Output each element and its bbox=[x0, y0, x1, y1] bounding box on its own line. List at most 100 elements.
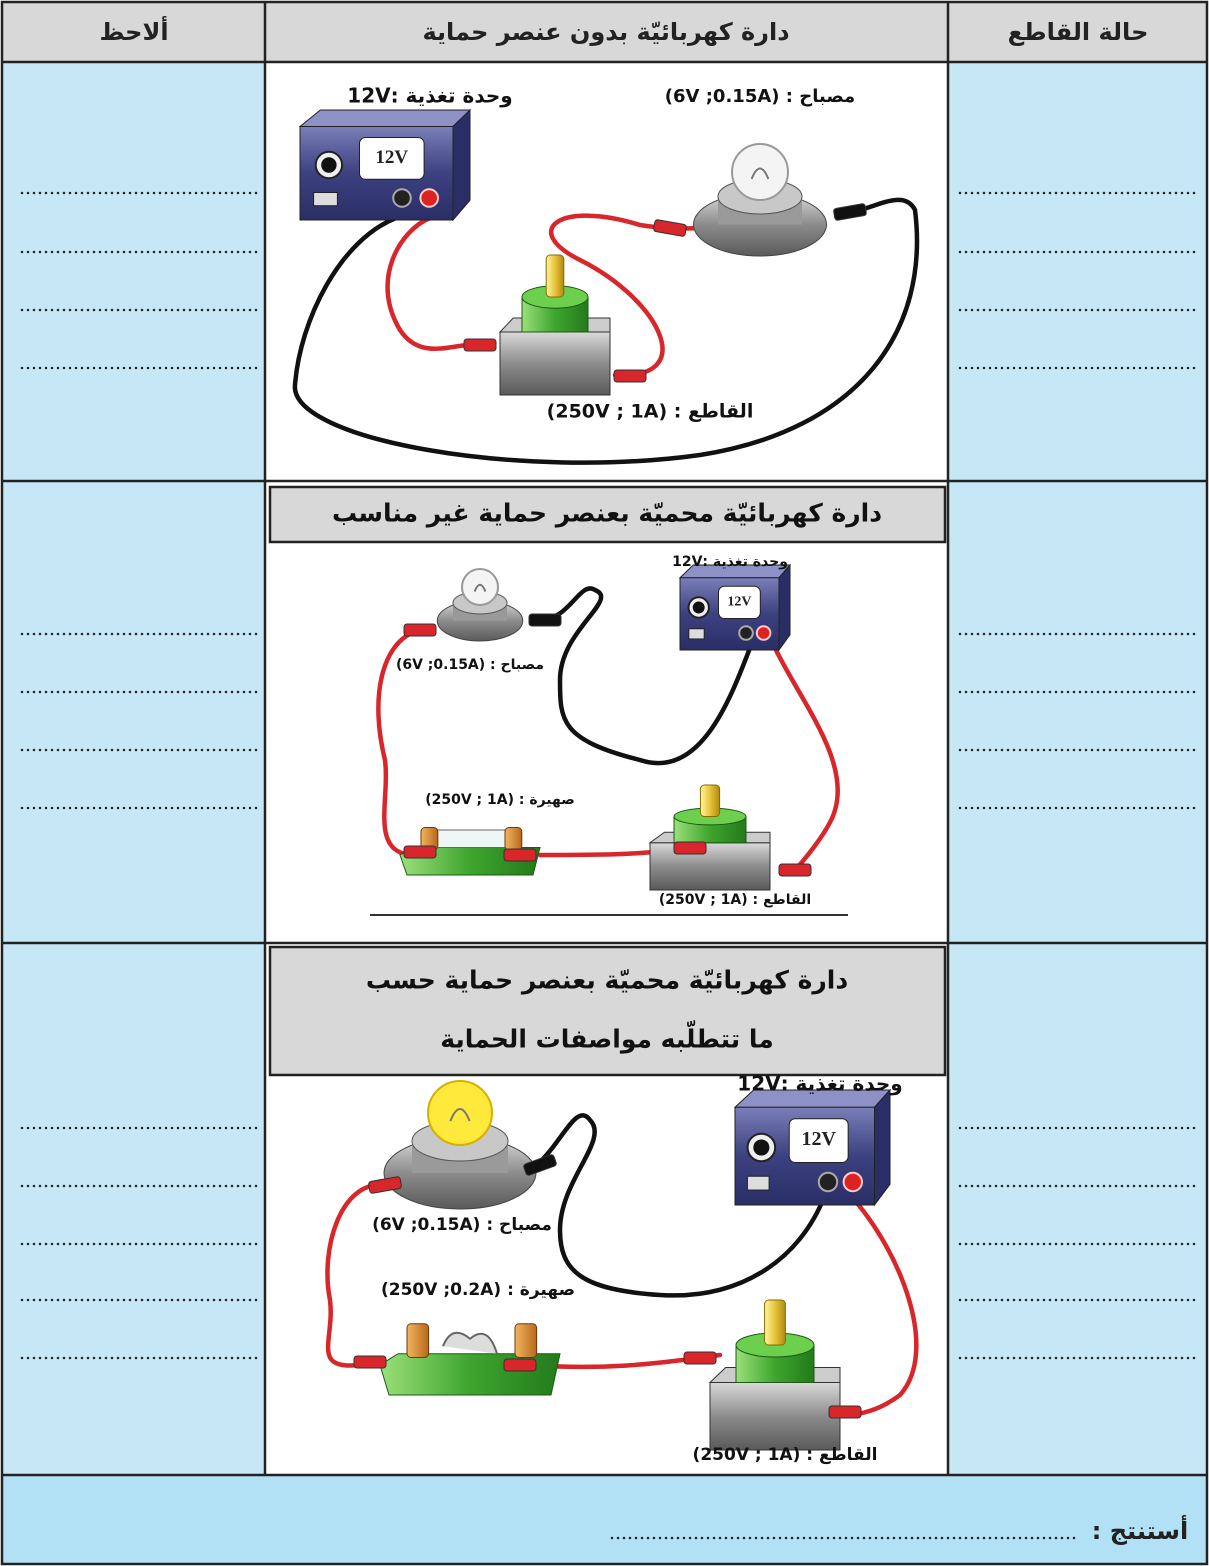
component-label: مصباح : (6V ;0.15A) bbox=[665, 86, 855, 107]
supply-top bbox=[298, 109, 472, 127]
wire bbox=[292, 197, 920, 465]
plug bbox=[503, 1358, 537, 1372]
plug bbox=[653, 219, 687, 237]
lamp-glass bbox=[427, 1080, 493, 1146]
plug bbox=[828, 1405, 862, 1419]
switch-base bbox=[649, 842, 771, 891]
supply-switch bbox=[688, 628, 705, 640]
component-label: وحدة تغذية :12V bbox=[347, 84, 512, 108]
wire bbox=[325, 1182, 388, 1368]
plug bbox=[523, 1154, 557, 1176]
supply-display-text: 12V bbox=[375, 147, 408, 168]
terminal-black bbox=[817, 1171, 839, 1193]
heading-box bbox=[268, 945, 947, 1077]
plug bbox=[528, 613, 562, 627]
power-supply: 12V bbox=[733, 1088, 892, 1207]
lamp bbox=[383, 1080, 537, 1210]
supply-display-text: 12V bbox=[801, 1128, 836, 1150]
fuse-glass bbox=[434, 829, 506, 848]
conclusion-cell bbox=[2, 1475, 1207, 1564]
fuse-cap bbox=[406, 1323, 430, 1358]
plug bbox=[403, 845, 437, 859]
supply-display bbox=[359, 137, 425, 180]
terminal-black bbox=[738, 625, 754, 641]
supply-side bbox=[452, 108, 471, 222]
component-label: القاطع : (250V ; 1A) bbox=[693, 1445, 878, 1465]
wire bbox=[772, 645, 840, 873]
supply-switch bbox=[313, 192, 338, 207]
supply-knob bbox=[692, 601, 705, 614]
wire bbox=[527, 1113, 828, 1298]
fuse bbox=[379, 1323, 561, 1396]
component-label: مصباح : (6V ;0.15A) bbox=[372, 1215, 552, 1235]
switch-base bbox=[709, 1382, 841, 1451]
header-circuit: دارة كهربائيّة بدون عنصر حماية bbox=[422, 18, 789, 46]
header-cell bbox=[948, 2, 1207, 62]
header-cell bbox=[2, 2, 265, 62]
wire bbox=[537, 586, 753, 766]
component-label: صهيرة : (250V ;0.2A) bbox=[381, 1280, 575, 1300]
fuse-debris bbox=[442, 1331, 498, 1355]
observe-column bbox=[2, 62, 265, 1475]
component-label: صهيرة : (250V ; 1A) bbox=[425, 792, 575, 808]
plug bbox=[673, 841, 707, 855]
terminal-red bbox=[419, 188, 440, 208]
switch bbox=[648, 784, 771, 891]
component-label: دارة كهربائيّة محميّة بعنصر حماية حسب bbox=[366, 966, 849, 996]
lamp bbox=[693, 143, 827, 257]
supply-knob bbox=[321, 157, 337, 173]
fuse-cap bbox=[504, 827, 523, 851]
component-label: القاطع : (250V ; 1A) bbox=[659, 892, 811, 908]
switch-knob bbox=[699, 784, 721, 817]
switch-base bbox=[499, 331, 611, 396]
switch-knob bbox=[764, 1299, 786, 1346]
supply-display-text: 12V bbox=[727, 595, 751, 610]
component-label: دارة كهربائيّة محميّة بعنصر حماية غير من… bbox=[332, 499, 882, 529]
header-cell bbox=[265, 2, 948, 62]
component-label: وحدة تغذية :12V bbox=[672, 554, 788, 570]
wire bbox=[376, 627, 423, 858]
supply-display bbox=[788, 1118, 849, 1163]
plug bbox=[778, 863, 812, 877]
plug bbox=[503, 848, 537, 862]
terminal-black bbox=[392, 188, 412, 208]
plug bbox=[683, 1351, 717, 1365]
supply-switch bbox=[746, 1175, 770, 1191]
terminal-red bbox=[755, 625, 772, 641]
wire bbox=[842, 1192, 919, 1418]
lamp-filament bbox=[449, 1108, 471, 1122]
supply-display bbox=[718, 585, 761, 620]
component-label: وحدة تغذية :12V bbox=[737, 1072, 902, 1096]
power-supply: 12V bbox=[678, 563, 792, 652]
lamp bbox=[436, 568, 524, 642]
component-label: القاطع : (250V ; 1A) bbox=[547, 401, 754, 423]
status-column bbox=[948, 62, 1207, 1475]
lamp-glass bbox=[461, 568, 499, 606]
terminal-red bbox=[842, 1171, 863, 1193]
power-supply: 12V bbox=[298, 108, 472, 222]
lamp-glass bbox=[731, 143, 789, 201]
wire bbox=[385, 215, 473, 351]
plug bbox=[368, 1176, 402, 1194]
plug bbox=[613, 369, 647, 383]
supply-side bbox=[778, 563, 791, 652]
switch bbox=[498, 254, 611, 396]
plug bbox=[353, 1355, 387, 1369]
header-status: حالة القاطع bbox=[1008, 18, 1149, 46]
plug bbox=[833, 203, 867, 221]
conclusion-label: أستنتج : bbox=[1092, 1515, 1188, 1545]
component-label: مصباح : (6V ;0.15A) bbox=[396, 657, 544, 673]
switch bbox=[708, 1299, 841, 1451]
heading-box bbox=[268, 485, 947, 544]
plug bbox=[463, 338, 497, 352]
fuse-cap bbox=[514, 1323, 538, 1358]
lamp-filament bbox=[750, 167, 770, 180]
component-label: ما تتطلّبه مواصفات الحماية bbox=[440, 1020, 774, 1054]
plug bbox=[403, 623, 437, 637]
lamp-filament bbox=[473, 583, 487, 592]
supply-knob bbox=[753, 1139, 770, 1156]
header-observe: ألاحظ bbox=[99, 16, 168, 46]
supply-side bbox=[874, 1088, 891, 1207]
